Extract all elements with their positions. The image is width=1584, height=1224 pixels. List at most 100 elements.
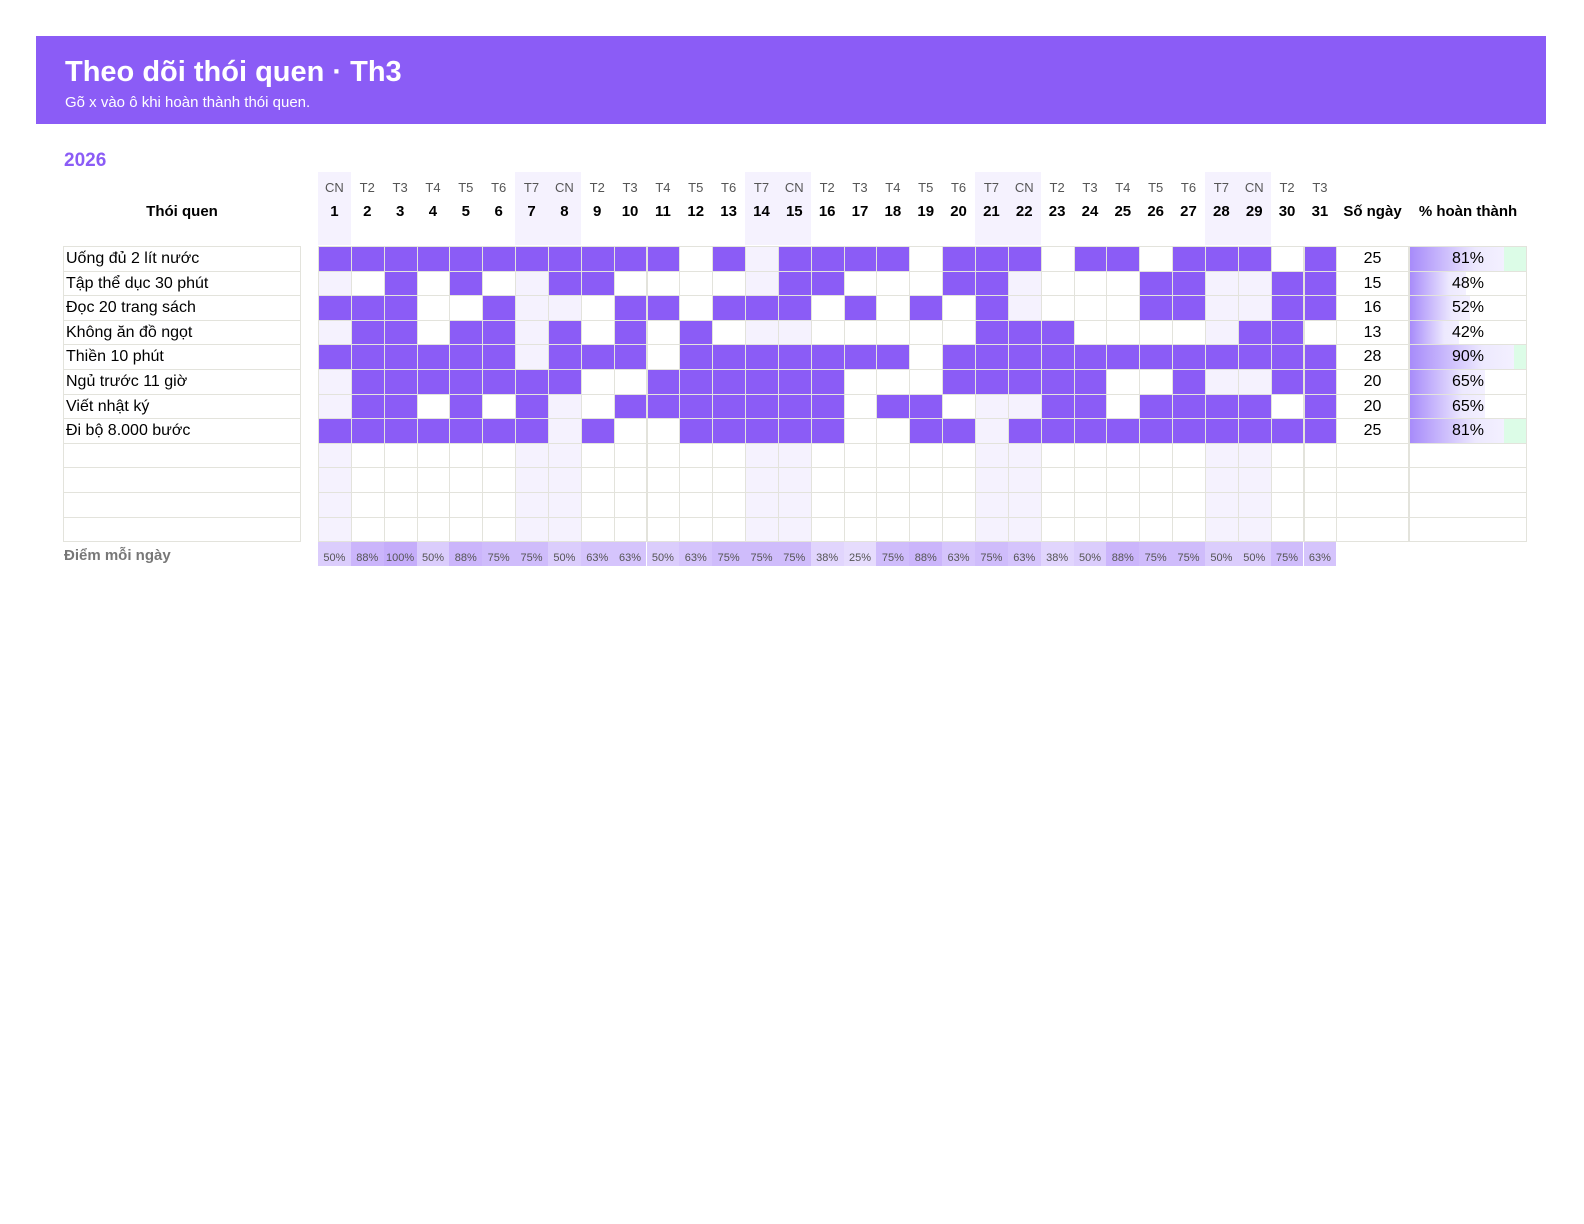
day-check-cell-done[interactable] (1303, 393, 1338, 420)
day-check-cell-done[interactable] (1040, 319, 1075, 346)
day-check-cell[interactable] (679, 492, 714, 518)
day-check-cell[interactable] (810, 295, 845, 321)
day-check-cell[interactable] (613, 270, 648, 297)
day-check-cell[interactable] (350, 516, 385, 543)
day-check-cell[interactable] (449, 442, 484, 469)
day-check-cell[interactable] (975, 393, 1009, 420)
day-check-cell-done[interactable] (1007, 246, 1042, 272)
day-check-cell[interactable] (1073, 492, 1108, 518)
day-check-cell-done[interactable] (449, 418, 484, 444)
habit-name-cell[interactable]: Viết nhật ký (63, 393, 301, 420)
day-check-cell-done[interactable] (1007, 319, 1042, 346)
day-check-cell[interactable] (1073, 295, 1108, 321)
day-check-cell[interactable] (679, 246, 714, 272)
day-check-cell[interactable] (547, 516, 582, 543)
day-check-cell[interactable] (810, 492, 845, 518)
day-check-cell-done[interactable] (613, 295, 648, 321)
day-check-cell[interactable] (876, 319, 911, 346)
day-check-cell-done[interactable] (1303, 270, 1338, 297)
day-check-cell[interactable] (1270, 442, 1305, 469)
day-check-cell[interactable] (876, 492, 911, 518)
day-check-cell-done[interactable] (1237, 246, 1272, 272)
day-check-cell[interactable] (745, 442, 779, 469)
day-check-cell[interactable] (1073, 467, 1108, 493)
day-check-cell[interactable] (745, 492, 779, 518)
day-check-cell[interactable] (449, 467, 484, 493)
day-check-cell-done[interactable] (810, 344, 845, 370)
day-check-cell[interactable] (1073, 319, 1108, 346)
day-check-cell-done[interactable] (580, 270, 615, 297)
day-check-cell[interactable] (1270, 467, 1305, 493)
day-check-cell[interactable] (745, 467, 779, 493)
day-check-cell[interactable] (1040, 246, 1075, 272)
day-check-cell[interactable] (416, 319, 451, 346)
day-check-cell[interactable] (843, 369, 878, 395)
day-check-cell-done[interactable] (1040, 369, 1075, 395)
day-check-cell-done[interactable] (810, 418, 845, 444)
day-check-cell-done[interactable] (745, 369, 779, 395)
day-check-cell-done[interactable] (712, 393, 747, 420)
day-check-cell-done[interactable] (318, 344, 352, 370)
day-check-cell[interactable] (942, 492, 976, 518)
empty-habit-cell[interactable] (63, 467, 301, 493)
day-check-cell[interactable] (646, 319, 681, 346)
day-check-cell[interactable] (942, 467, 976, 493)
day-check-cell-done[interactable] (1237, 319, 1272, 346)
day-check-cell[interactable] (975, 418, 1009, 444)
day-check-cell[interactable] (1007, 442, 1042, 469)
day-check-cell[interactable] (810, 467, 845, 493)
day-check-cell-done[interactable] (1172, 418, 1206, 444)
day-check-cell-done[interactable] (646, 393, 681, 420)
day-check-cell-done[interactable] (1270, 319, 1305, 346)
day-check-cell[interactable] (843, 467, 878, 493)
day-check-cell-done[interactable] (613, 393, 648, 420)
day-check-cell-done[interactable] (515, 246, 549, 272)
day-check-cell[interactable] (712, 467, 747, 493)
day-check-cell-done[interactable] (1172, 369, 1206, 395)
day-check-cell[interactable] (679, 467, 714, 493)
day-check-cell[interactable] (482, 270, 517, 297)
day-check-cell[interactable] (515, 344, 549, 370)
day-check-cell[interactable] (712, 270, 747, 297)
day-check-cell[interactable] (1172, 442, 1206, 469)
day-check-cell-done[interactable] (1139, 418, 1174, 444)
day-check-cell[interactable] (1237, 492, 1272, 518)
day-check-cell-done[interactable] (1303, 246, 1338, 272)
day-check-cell-done[interactable] (1204, 393, 1239, 420)
day-check-cell-done[interactable] (482, 246, 517, 272)
day-check-cell[interactable] (646, 442, 681, 469)
day-check-cell-done[interactable] (1204, 344, 1239, 370)
day-check-cell[interactable] (318, 516, 352, 543)
day-check-cell[interactable] (449, 492, 484, 518)
day-check-cell-done[interactable] (942, 344, 976, 370)
day-check-cell-done[interactable] (1139, 344, 1174, 370)
day-check-cell-done[interactable] (482, 418, 517, 444)
day-check-cell-done[interactable] (843, 344, 878, 370)
day-check-cell-done[interactable] (547, 319, 582, 346)
day-check-cell-done[interactable] (482, 369, 517, 395)
day-check-cell-done[interactable] (1270, 344, 1305, 370)
day-check-cell[interactable] (515, 442, 549, 469)
day-check-cell[interactable] (580, 295, 615, 321)
day-check-cell-done[interactable] (383, 418, 418, 444)
day-check-cell[interactable] (1040, 442, 1075, 469)
day-check-cell[interactable] (1106, 319, 1141, 346)
day-check-cell[interactable] (777, 516, 812, 543)
day-check-cell[interactable] (1237, 270, 1272, 297)
day-check-cell[interactable] (745, 516, 779, 543)
day-check-cell-done[interactable] (1007, 418, 1042, 444)
day-check-cell-done[interactable] (1237, 344, 1272, 370)
day-check-cell[interactable] (416, 270, 451, 297)
day-check-cell-done[interactable] (1007, 369, 1042, 395)
day-check-cell[interactable] (1237, 516, 1272, 543)
day-check-cell[interactable] (1106, 295, 1141, 321)
day-check-cell-done[interactable] (515, 369, 549, 395)
day-check-cell[interactable] (843, 418, 878, 444)
day-check-cell-done[interactable] (613, 246, 648, 272)
day-check-cell-done[interactable] (975, 295, 1009, 321)
day-check-cell-done[interactable] (909, 295, 944, 321)
day-check-cell-done[interactable] (449, 344, 484, 370)
day-check-cell[interactable] (712, 319, 747, 346)
day-check-cell[interactable] (1007, 516, 1042, 543)
day-check-cell[interactable] (712, 492, 747, 518)
